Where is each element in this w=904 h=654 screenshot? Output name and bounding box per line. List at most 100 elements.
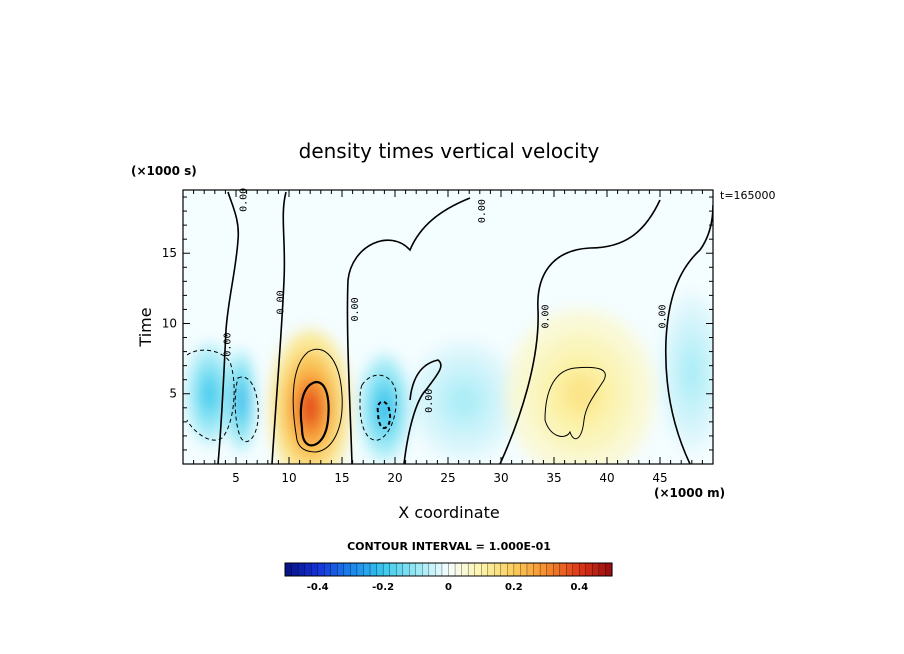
contour-label: 0.00	[223, 333, 234, 357]
colorbar-tick-label: -0.2	[372, 582, 394, 593]
colorbar-cell	[330, 562, 338, 577]
colorbar-cell	[526, 562, 535, 577]
zero-contour-c	[403, 359, 442, 464]
colorbar-cell	[304, 562, 312, 577]
contour-pos-inner	[299, 380, 330, 447]
colorbar-cell	[369, 562, 378, 577]
y-unit-label: (×1000 s)	[131, 164, 197, 178]
colorbar-cell	[598, 562, 607, 577]
colorbar-cell	[467, 562, 476, 577]
plot-area: 0.00 0.00 0.00 0.00 0.00 0.00 0.00 0.00 5 10 15 20…	[162, 188, 714, 485]
colorbar-cell	[337, 562, 345, 577]
contour-interval-text: CONTOUR INTERVAL = 1.000E-01	[347, 540, 551, 553]
colorbar-cell	[481, 562, 489, 577]
zero-contour-b	[346, 197, 471, 464]
field-blob	[562, 373, 599, 414]
x-tick-label: 25	[440, 471, 455, 485]
field-blob	[300, 389, 320, 427]
colorbar-cell	[552, 562, 561, 577]
colorbar-cell	[435, 562, 443, 577]
chart-title: density times vertical velocity	[299, 139, 600, 163]
contour-label: 0.00	[239, 188, 250, 212]
colorbar-cell	[324, 562, 332, 577]
colorbar: -0.4 -0.2 0 0.2 0.4	[284, 562, 613, 593]
colorbar-tick-label: 0	[445, 582, 452, 593]
colorbar-cell	[500, 562, 508, 577]
zero-contour-e	[664, 204, 713, 464]
colorbar-cell	[579, 562, 587, 577]
colorbar-tick-label: 0.2	[505, 582, 523, 593]
colorbar-cell	[297, 562, 306, 577]
colorbar-cell	[382, 562, 391, 577]
contour-label: 0.00	[477, 199, 488, 223]
x-axis: 5 10 15 20 25 30 35 40 45	[193, 190, 703, 485]
colorbar-cell	[441, 562, 450, 577]
zero-contour-d	[499, 199, 661, 464]
colorbar-cell	[448, 562, 456, 577]
x-tick-label: 30	[493, 471, 508, 485]
colorbar-frame	[284, 562, 613, 577]
colorbar-cell	[592, 562, 600, 577]
contour-pos-right	[544, 366, 606, 440]
y-tick-label: 5	[169, 387, 177, 401]
contour-neg-d	[376, 400, 392, 430]
colorbar-cell	[356, 562, 365, 577]
colorbar-cell	[311, 562, 319, 577]
contour-label: 0.00	[276, 290, 287, 314]
y-tick-label: 15	[162, 246, 177, 260]
x-tick-label: 40	[599, 471, 614, 485]
x-tick-label: 35	[546, 471, 561, 485]
colorbar-cell	[363, 562, 371, 577]
x-tick-label: 45	[652, 471, 667, 485]
colorbar-cell	[546, 562, 554, 577]
contour-label: 0.00	[657, 304, 668, 328]
x-tick-label: 20	[387, 471, 402, 485]
colorbar-cell	[284, 562, 293, 577]
field-blob	[684, 354, 700, 392]
colorbar-cell	[317, 562, 325, 577]
colorbar-cell	[585, 562, 593, 577]
colorbar-cell	[533, 562, 541, 577]
colorbar-cell	[520, 562, 528, 577]
colorbar-cell	[559, 562, 567, 577]
contour-label: 0.00	[350, 297, 361, 321]
field-blob	[237, 388, 245, 413]
colorbar-cell	[566, 562, 574, 577]
y-axis: 5 10 15	[162, 196, 713, 451]
contour-labels: 0.00 0.00 0.00 0.00 0.00 0.00 0.00 0.00	[223, 188, 669, 413]
colorbar-cell	[513, 562, 521, 577]
colorbar-cell	[409, 562, 417, 577]
contour-neg-b	[234, 376, 259, 442]
y-axis-label: Time	[136, 307, 155, 347]
colorbar-cell	[428, 562, 436, 577]
contour-neg-c	[359, 374, 397, 441]
colorbar-cell	[454, 562, 463, 577]
colorbar-cell	[422, 562, 430, 577]
colorbar-cell	[291, 562, 299, 577]
colorbar-cell	[402, 562, 410, 577]
colorbar-cell	[376, 562, 384, 577]
field-blob	[203, 381, 216, 406]
contour-lines	[186, 191, 713, 464]
contour-label: 0.00	[541, 304, 552, 328]
colorbar-cell	[605, 562, 613, 577]
colorbar-cell	[461, 562, 469, 577]
colorbar-cell	[415, 562, 423, 577]
time-stamp: t=165000	[720, 189, 776, 202]
colorbar-cell	[487, 562, 495, 577]
contour-label: 0.00	[424, 389, 435, 413]
colorbar-tick-label: 0.4	[570, 582, 588, 593]
x-tick-label: 10	[281, 471, 296, 485]
y-tick-label: 10	[162, 316, 177, 330]
zero-contour-a	[271, 191, 287, 464]
x-axis-label: X coordinate	[398, 503, 499, 522]
x-tick-label: 15	[334, 471, 349, 485]
field-blob	[451, 386, 477, 415]
colorbar-cell	[343, 562, 351, 577]
colorbar-cell	[539, 562, 548, 577]
colorbar-cell	[572, 562, 580, 577]
colorbar-cell	[474, 562, 482, 577]
colorbar-cell	[494, 562, 502, 577]
colorbar-cell	[396, 562, 404, 577]
